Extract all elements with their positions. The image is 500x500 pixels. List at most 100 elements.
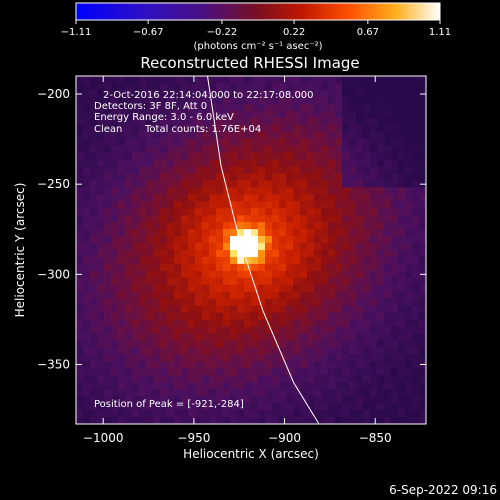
heatmap-cell bbox=[377, 263, 385, 272]
heatmap-cell bbox=[265, 124, 273, 133]
heatmap-cell bbox=[258, 382, 266, 390]
heatmap-cell bbox=[391, 117, 399, 126]
heatmap-cell bbox=[230, 396, 238, 404]
heatmap-cell bbox=[202, 208, 210, 216]
heatmap-cell bbox=[174, 89, 182, 98]
heatmap-cell bbox=[363, 103, 371, 112]
heatmap-cell bbox=[363, 243, 371, 251]
heatmap-cell bbox=[237, 131, 245, 140]
heatmap-cell bbox=[335, 263, 343, 272]
heatmap-cell bbox=[167, 215, 175, 223]
heatmap-cell bbox=[244, 375, 252, 383]
heatmap-cell bbox=[391, 417, 399, 424]
heatmap-cell bbox=[286, 96, 294, 105]
heatmap-cell bbox=[377, 201, 385, 209]
heatmap-cell bbox=[377, 215, 385, 223]
heatmap-cell bbox=[160, 76, 168, 84]
heatmap-cell bbox=[230, 284, 238, 293]
heatmap-cell bbox=[174, 250, 182, 258]
heatmap-cell bbox=[272, 229, 280, 237]
heatmap-cell bbox=[244, 410, 252, 418]
heatmap-cell bbox=[111, 368, 119, 376]
plot-area bbox=[76, 76, 426, 424]
heatmap-cell bbox=[104, 208, 112, 216]
heatmap-cell bbox=[209, 117, 217, 126]
heatmap-cell bbox=[97, 354, 105, 362]
heatmap-cell bbox=[153, 103, 161, 112]
heatmap-cell bbox=[391, 145, 399, 154]
heatmap-cell bbox=[272, 270, 280, 279]
heatmap-cell bbox=[251, 117, 259, 126]
heatmap-cell bbox=[321, 222, 329, 230]
heatmap-cell bbox=[370, 96, 378, 105]
heatmap-cell bbox=[237, 222, 245, 230]
heatmap-cell bbox=[139, 89, 147, 98]
heatmap-cell bbox=[118, 76, 126, 84]
heatmap-cell bbox=[181, 368, 189, 376]
heatmap-cell bbox=[153, 194, 161, 202]
heatmap-cell bbox=[398, 333, 406, 342]
heatmap-cell bbox=[398, 194, 406, 202]
heatmap-cell bbox=[363, 368, 371, 376]
heatmap-cell bbox=[258, 305, 266, 314]
heatmap-cell bbox=[300, 250, 308, 258]
heatmap-cell bbox=[118, 361, 126, 369]
heatmap-cell bbox=[419, 389, 426, 397]
heatmap-cell bbox=[174, 159, 182, 168]
heatmap-cell bbox=[307, 354, 315, 362]
heatmap-cell bbox=[76, 152, 84, 161]
heatmap-cell bbox=[335, 410, 343, 418]
heatmap-cell bbox=[258, 152, 266, 161]
heatmap-cell bbox=[90, 250, 98, 258]
heatmap-cell bbox=[370, 236, 378, 244]
heatmap-cell bbox=[363, 159, 371, 168]
heatmap-cell bbox=[111, 159, 119, 168]
heatmap-cell bbox=[265, 222, 273, 230]
heatmap-cell bbox=[111, 298, 119, 307]
heatmap-cell bbox=[335, 194, 343, 202]
heatmap-cell bbox=[384, 208, 392, 216]
heatmap-cell bbox=[300, 117, 308, 126]
heatmap-cell bbox=[132, 201, 140, 209]
heatmap-cell bbox=[377, 417, 385, 424]
heatmap-cell bbox=[398, 103, 406, 112]
heatmap-cell bbox=[328, 396, 336, 404]
heatmap-cell bbox=[377, 354, 385, 362]
heatmap-cell bbox=[244, 417, 252, 424]
heatmap-cell bbox=[321, 368, 329, 376]
heatmap-cell bbox=[244, 354, 252, 362]
heatmap-cell bbox=[216, 298, 224, 307]
heatmap-cell bbox=[258, 270, 266, 279]
heatmap-cell bbox=[209, 389, 217, 397]
heatmap-cell bbox=[363, 410, 371, 418]
heatmap-cell bbox=[76, 340, 84, 349]
heatmap-cell bbox=[335, 110, 343, 119]
heatmap-cell bbox=[90, 298, 98, 307]
heatmap-cell bbox=[398, 236, 406, 244]
heatmap-cell bbox=[398, 138, 406, 147]
heatmap-cell bbox=[286, 403, 294, 411]
heatmap-cell bbox=[356, 243, 364, 251]
heatmap-cell bbox=[419, 354, 426, 362]
heatmap-cell bbox=[377, 250, 385, 258]
heatmap-cell bbox=[258, 103, 266, 112]
heatmap-cell bbox=[251, 354, 259, 362]
heatmap-cell bbox=[377, 340, 385, 349]
heatmap-cell bbox=[398, 180, 406, 188]
heatmap-cell bbox=[307, 110, 315, 119]
heatmap-cell bbox=[160, 389, 168, 397]
heatmap-cell bbox=[97, 305, 105, 314]
heatmap-cell bbox=[237, 375, 245, 383]
heatmap-cell bbox=[405, 256, 413, 265]
heatmap-cell bbox=[174, 201, 182, 209]
heatmap-cell bbox=[244, 284, 252, 293]
heatmap-cell bbox=[314, 145, 322, 154]
heatmap-cell bbox=[118, 159, 126, 168]
heatmap-cell bbox=[223, 187, 231, 195]
heatmap-cell bbox=[216, 82, 224, 91]
heatmap-cell bbox=[391, 208, 399, 216]
heatmap-cell bbox=[300, 229, 308, 237]
heatmap-cell bbox=[181, 215, 189, 223]
heatmap-cell bbox=[335, 236, 343, 244]
heatmap-cell bbox=[419, 284, 426, 293]
